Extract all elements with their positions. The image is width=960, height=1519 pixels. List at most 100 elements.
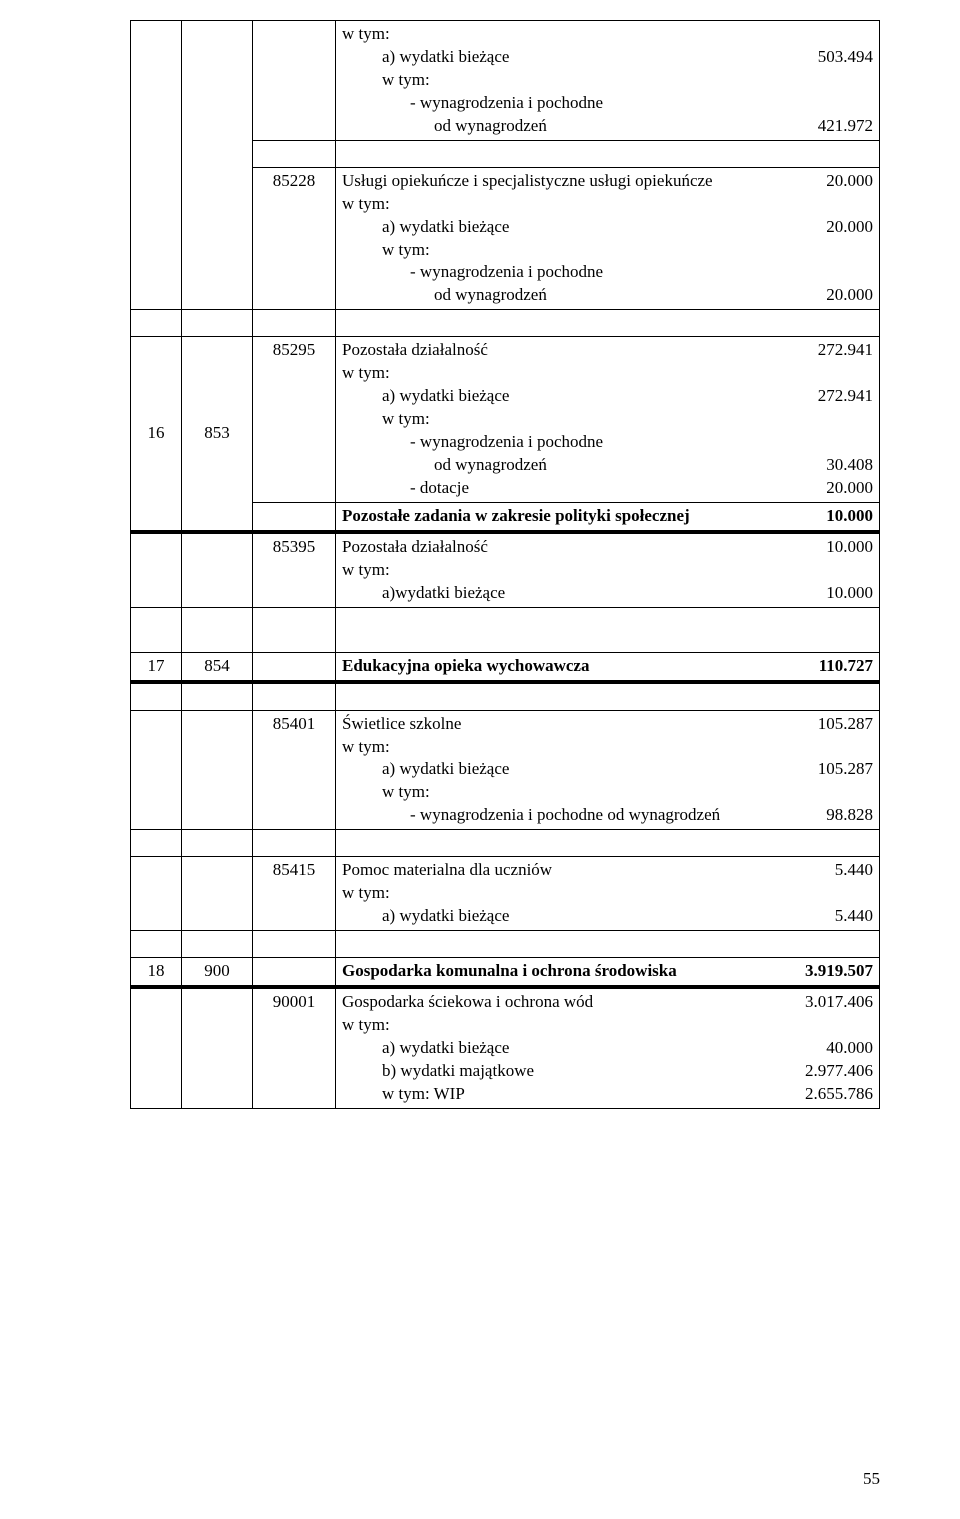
col-desc: Usługi opiekuńcze i specjalistyczne usłu… bbox=[336, 167, 880, 310]
col-desc: Gospodarka ściekowa i ochrona wód 3.017.4… bbox=[336, 987, 880, 1108]
col-code-major bbox=[182, 21, 253, 310]
col-code-minor bbox=[253, 502, 336, 531]
col-code-major bbox=[182, 710, 253, 830]
col-code-major: 854 bbox=[182, 652, 253, 681]
desc-text: od wynagrodzeń bbox=[434, 115, 761, 138]
desc-val: 20.000 bbox=[773, 170, 873, 193]
desc-text: a) wydatki bieżące bbox=[382, 905, 761, 928]
desc-val: 2.977.406 bbox=[773, 1060, 873, 1083]
table-row-thick: 85395 Pozostała działalność 10.000 w tym:… bbox=[131, 532, 880, 607]
table-spacer-row bbox=[131, 931, 880, 958]
desc-val: 10.000 bbox=[773, 505, 873, 528]
table-row: 85415 Pomoc materialna dla uczniów5.440 … bbox=[131, 857, 880, 931]
desc-text: w tym: bbox=[342, 23, 761, 46]
desc-text: w tym: bbox=[342, 736, 761, 759]
desc-val: 110.727 bbox=[773, 655, 873, 678]
desc-text: od wynagrodzeń bbox=[434, 284, 761, 307]
desc-text: Pozostałe zadania w zakresie polityki sp… bbox=[342, 505, 761, 528]
desc-text: Pozostała działalność bbox=[342, 536, 761, 559]
spacer-cell bbox=[182, 682, 253, 711]
col-seq: 16 bbox=[131, 337, 182, 532]
spacer-cell bbox=[253, 140, 336, 167]
desc-val: 105.287 bbox=[773, 713, 873, 736]
table-row: 16 853 85295 Pozostała działalność272.94… bbox=[131, 337, 880, 503]
desc-val: 272.941 bbox=[773, 385, 873, 408]
desc-val: 20.000 bbox=[773, 216, 873, 239]
col-desc: Pozostała działalność 10.000 w tym: a)wyd… bbox=[336, 532, 880, 607]
spacer-cell bbox=[131, 310, 182, 337]
desc-text: a)wydatki bieżące bbox=[382, 582, 761, 605]
spacer-cell bbox=[336, 931, 880, 958]
table-spacer-row bbox=[131, 310, 880, 337]
desc-text: w tym: bbox=[342, 1014, 761, 1037]
desc-val bbox=[773, 408, 873, 431]
desc-text: Pozostała działalność bbox=[342, 339, 761, 362]
col-desc: Pozostałe zadania w zakresie polityki sp… bbox=[336, 502, 880, 531]
col-code-minor bbox=[253, 652, 336, 681]
table-row-thick: 90001 Gospodarka ściekowa i ochrona wód 3… bbox=[131, 987, 880, 1108]
col-desc: Gospodarka komunalna i ochrona środowisk… bbox=[336, 958, 880, 987]
spacer-cell bbox=[131, 682, 182, 711]
desc-val: 2.655.786 bbox=[773, 1083, 873, 1106]
desc-val bbox=[773, 239, 873, 262]
desc-val bbox=[773, 362, 873, 385]
desc-text: w tym: bbox=[382, 408, 761, 431]
desc-text: Gospodarka ściekowa i ochrona wód bbox=[342, 991, 761, 1014]
desc-text: od wynagrodzeń bbox=[434, 454, 761, 477]
col-code-major bbox=[182, 857, 253, 931]
desc-val: 272.941 bbox=[773, 339, 873, 362]
col-seq bbox=[131, 21, 182, 310]
desc-text: b) wydatki majątkowe bbox=[382, 1060, 761, 1083]
spacer-cell bbox=[253, 830, 336, 857]
spacer-cell bbox=[131, 830, 182, 857]
desc-text: a) wydatki bieżące bbox=[382, 758, 761, 781]
desc-val: 10.000 bbox=[773, 536, 873, 559]
desc-text: - wynagrodzenia i pochodne od wynagrodze… bbox=[410, 804, 761, 827]
spacer-cell bbox=[182, 607, 253, 652]
col-code-minor bbox=[253, 21, 336, 141]
desc-val bbox=[773, 736, 873, 759]
desc-text: w tym: bbox=[382, 69, 761, 92]
col-code-minor: 90001 bbox=[253, 987, 336, 1108]
col-code-minor: 85395 bbox=[253, 532, 336, 607]
desc-val: 3.017.406 bbox=[773, 991, 873, 1014]
desc-val bbox=[773, 261, 873, 284]
spacer-cell bbox=[182, 830, 253, 857]
desc-val: 30.408 bbox=[773, 454, 873, 477]
desc-text: w tym: bbox=[342, 559, 761, 582]
desc-text: Usługi opiekuńcze i specjalistyczne usłu… bbox=[342, 170, 761, 193]
desc-val bbox=[773, 69, 873, 92]
desc-val bbox=[773, 1014, 873, 1037]
spacer-cell bbox=[336, 140, 880, 167]
col-seq: 17 bbox=[131, 652, 182, 681]
desc-val: 20.000 bbox=[773, 284, 873, 307]
desc-val: 5.440 bbox=[773, 905, 873, 928]
desc-text: Świetlice szkolne bbox=[342, 713, 761, 736]
desc-val bbox=[773, 23, 873, 46]
budget-table: w tym: a) wydatki bieżące503.494 w tym: … bbox=[130, 20, 880, 1109]
desc-val: 40.000 bbox=[773, 1037, 873, 1060]
desc-text: - wynagrodzenia i pochodne bbox=[410, 92, 761, 115]
desc-val bbox=[773, 92, 873, 115]
spacer-cell bbox=[336, 310, 880, 337]
col-code-major bbox=[182, 987, 253, 1108]
col-code-major: 900 bbox=[182, 958, 253, 987]
desc-val: 5.440 bbox=[773, 859, 873, 882]
desc-val bbox=[773, 781, 873, 804]
spacer-cell bbox=[336, 682, 880, 711]
spacer-cell bbox=[336, 830, 880, 857]
col-seq bbox=[131, 857, 182, 931]
col-code-minor: 85415 bbox=[253, 857, 336, 931]
desc-val: 503.494 bbox=[773, 46, 873, 69]
desc-val bbox=[773, 559, 873, 582]
table-row: w tym: a) wydatki bieżące503.494 w tym: … bbox=[131, 21, 880, 141]
page-number: 55 bbox=[863, 1469, 880, 1489]
spacer-cell bbox=[182, 931, 253, 958]
desc-val bbox=[773, 431, 873, 454]
spacer-cell bbox=[336, 607, 880, 652]
col-code-minor: 85295 bbox=[253, 337, 336, 503]
col-code-major: 853 bbox=[182, 337, 253, 532]
col-code-major bbox=[182, 532, 253, 607]
col-desc: Pomoc materialna dla uczniów5.440 w tym:… bbox=[336, 857, 880, 931]
col-code-minor bbox=[253, 958, 336, 987]
